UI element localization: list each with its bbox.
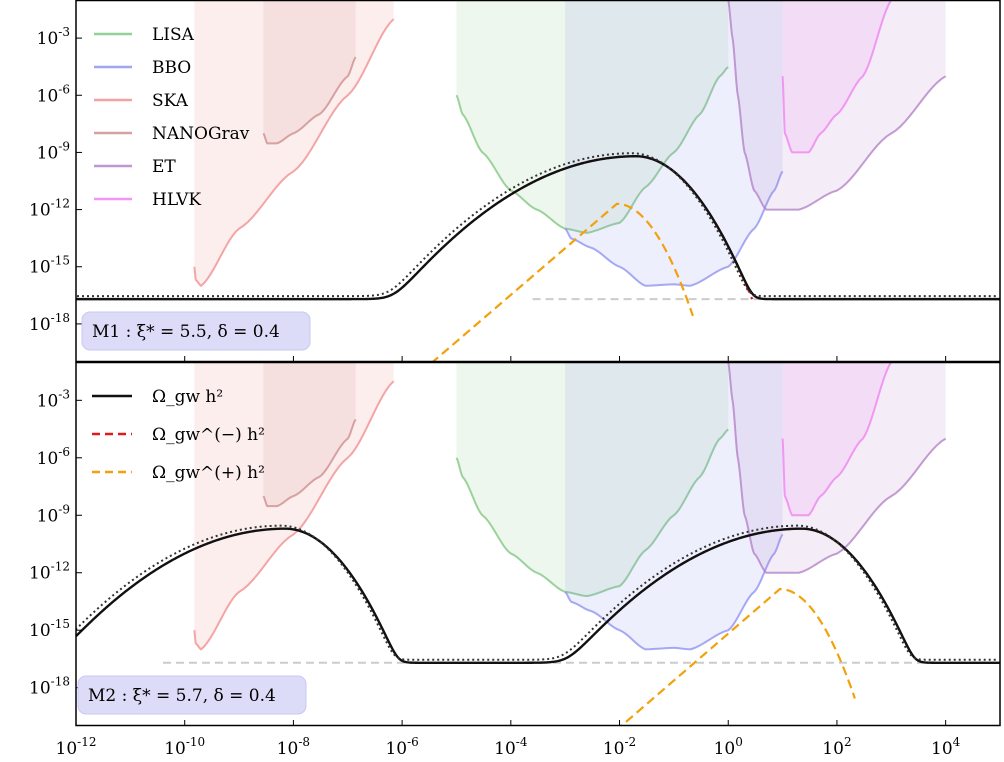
panel-frame-2	[75, 361, 1001, 727]
sensitivity-region-ska	[194, 362, 394, 650]
legend-label-et: ET	[152, 157, 176, 177]
model-annotation-1: M1 : ξ* = 5.5, δ = 0.4	[92, 322, 280, 342]
y-tick-label: 10-3	[37, 387, 70, 411]
y-tick-label: 10-9	[37, 139, 70, 163]
y-tick-label: 10-18	[29, 311, 70, 335]
sensitivity-curve-lisa	[455, 66, 729, 234]
sensitivity-region-et	[728, 362, 946, 573]
sensitivity-curve-lisa	[455, 428, 729, 598]
series-omega-gw-total	[76, 155, 1000, 301]
sensitivity-region-nanograv	[263, 0, 356, 144]
x-tick-label: 10-6	[385, 735, 418, 759]
y-tick-label: 10-15	[29, 254, 70, 278]
x-tick-label: 10-10	[164, 735, 205, 759]
legend-label-bbo: BBO	[152, 58, 191, 78]
sensitivity-region-hlvk	[782, 362, 892, 516]
legend-label-ska: SKA	[152, 91, 189, 111]
sensitivity-curve-hlvk	[781, 0, 893, 154]
sensitivity-region-nanograv	[263, 362, 356, 507]
sensitivity-region-bbo	[565, 0, 783, 286]
panel-plot-area-1	[76, 0, 1000, 362]
sensitivity-curve-bbo	[564, 170, 784, 287]
y-tick-label: 10-18	[29, 675, 70, 699]
sensitivity-region-hlvk	[782, 0, 892, 153]
y-tick-label: 10-6	[37, 82, 70, 106]
sensitivity-curve-ska	[193, 380, 395, 651]
legend-label-hlvk: HLVK	[152, 190, 201, 210]
legend-1: LISA BBO SKA NANOGrav ET HLVK	[94, 25, 250, 210]
sensitivity-curve-et	[727, 362, 947, 574]
x-tick-label: 10-12	[56, 735, 97, 759]
legend-label-total: Ω_gw h²	[152, 387, 223, 407]
panel-frame-1	[75, 0, 1001, 363]
x-tick-label: 10-4	[494, 735, 528, 759]
legend-label-minus: Ω_gw^(−) h²	[152, 425, 265, 445]
sensitivity-region-et	[728, 0, 946, 210]
y-tick-label: 10-9	[37, 502, 70, 526]
model-annotation-box-1	[81, 311, 311, 351]
sensitivity-region-lisa	[456, 362, 729, 597]
sensitivity-curve-nanograv	[262, 418, 357, 508]
y-tick-label: 10-6	[37, 445, 70, 469]
model-annotation-2: M2 : ξ* = 5.7, δ = 0.4	[88, 686, 276, 706]
legend-label-nanograv: NANOGrav	[152, 124, 250, 144]
y-tick-label: 10-12	[29, 197, 70, 221]
sensitivity-curve-hlvk	[781, 362, 893, 517]
x-tick-label: 104	[931, 735, 961, 759]
x-tick-label: 102	[822, 735, 851, 759]
sensitivity-curve-nanograv	[262, 56, 357, 145]
legend-label-plus: Ω_gw^(+) h²	[152, 463, 265, 483]
x-tick-label: 10-2	[603, 735, 636, 759]
sensitivity-curve-ska	[193, 18, 395, 288]
model-annotation-box-2	[77, 675, 307, 715]
sensitivity-curve-bbo	[564, 533, 784, 651]
sensitivity-region-bbo	[565, 362, 783, 650]
x-tick-label: 10-8	[277, 735, 310, 759]
legend-2: Ω_gw h² Ω_gw^(−) h² Ω_gw^(+) h²	[92, 387, 265, 483]
legend-label-lisa: LISA	[152, 25, 195, 45]
sensitivity-region-lisa	[456, 0, 729, 233]
series-omega-gw-plus	[430, 202, 694, 362]
y-tick-label: 10-15	[29, 617, 70, 641]
panel-plot-area-2	[76, 362, 1000, 726]
y-tick-label: 10-12	[29, 560, 70, 584]
sensitivity-curve-et	[727, 0, 947, 211]
sensitivity-region-ska	[194, 0, 394, 286]
x-tick-label: 100	[714, 735, 743, 759]
y-tick-label: 10-3	[37, 25, 70, 49]
series-omega-gw-total-dotted	[76, 524, 996, 661]
